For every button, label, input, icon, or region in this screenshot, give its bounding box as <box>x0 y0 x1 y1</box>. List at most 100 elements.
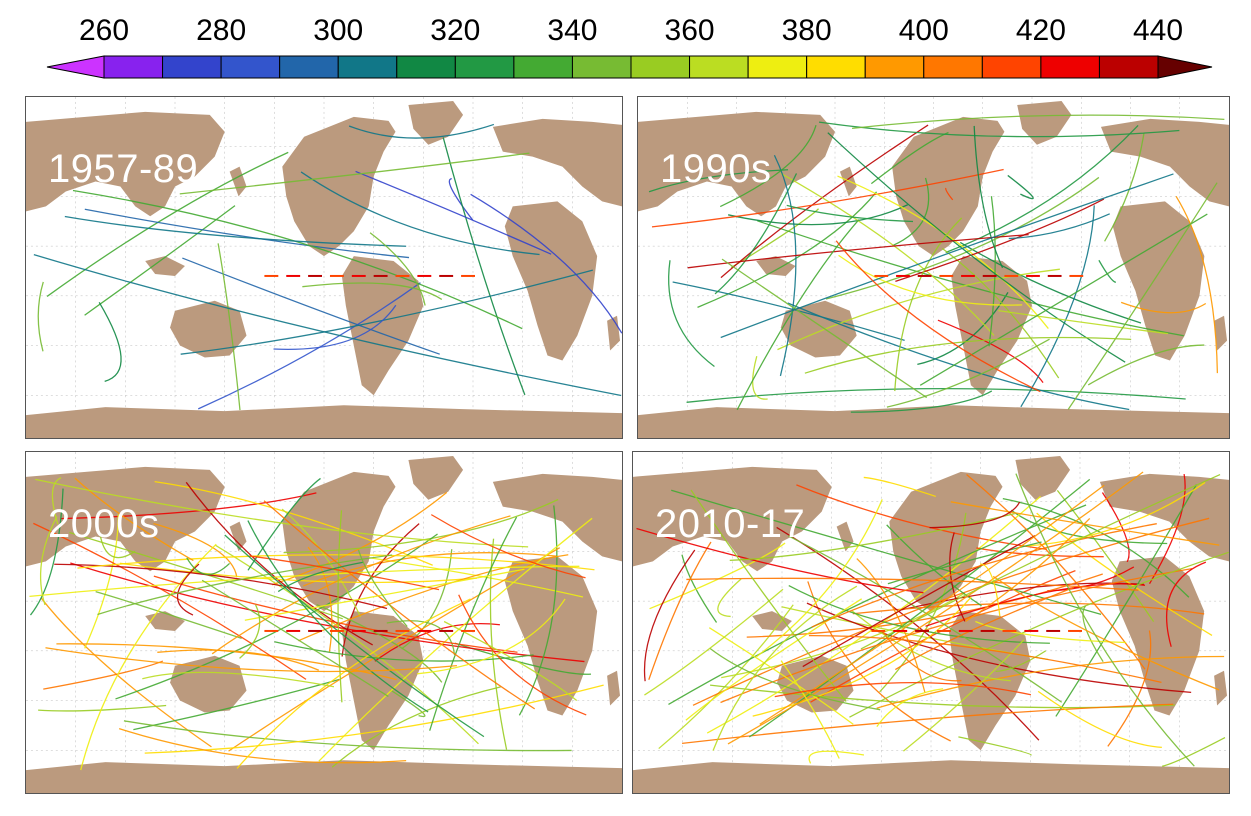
ship-track <box>727 204 908 226</box>
world-map <box>633 452 1229 793</box>
ship-track <box>808 750 865 764</box>
ship-track <box>119 562 477 584</box>
ship-track <box>1067 182 1218 410</box>
ship-track <box>709 647 881 711</box>
ship-track <box>448 177 474 221</box>
ship-track <box>182 257 440 355</box>
landmass <box>780 300 857 358</box>
landmass <box>777 655 854 713</box>
landmass <box>408 455 464 500</box>
colorbar-segment <box>747 55 808 79</box>
ship-track <box>142 671 335 688</box>
ship-track <box>341 523 420 657</box>
colorbar-segment <box>337 55 398 79</box>
ship-track <box>811 523 1157 628</box>
landmass <box>26 466 225 572</box>
ship-track <box>708 627 854 725</box>
ship-track <box>274 641 534 662</box>
ship-track <box>648 169 789 193</box>
ship-track <box>33 254 622 397</box>
ship-track <box>995 650 1047 673</box>
map-panel-2010-17: 2010-17 <box>632 451 1230 794</box>
ship-track <box>860 473 1221 650</box>
colorbar-segment <box>396 55 456 79</box>
landmass <box>170 655 247 713</box>
ship-track <box>283 498 559 554</box>
ship-track <box>806 602 1192 694</box>
ship-track <box>644 588 784 696</box>
landmass <box>492 118 622 207</box>
ship-track <box>882 631 962 682</box>
ship-track <box>1107 630 1152 747</box>
ship-track <box>810 570 1076 703</box>
ship-track <box>1104 132 1145 242</box>
ship-track <box>123 720 572 752</box>
ship-track <box>1008 213 1110 240</box>
landmass <box>1015 455 1071 500</box>
ship-track <box>348 123 495 139</box>
landmass <box>839 166 857 197</box>
ship-track <box>759 484 1105 725</box>
landmass <box>756 256 796 276</box>
ship-track <box>302 282 443 300</box>
colorbar-segment <box>162 55 222 79</box>
ship-track <box>720 567 1193 704</box>
colorbar-arrow-low <box>46 55 105 79</box>
world-map <box>26 97 622 438</box>
ship-track <box>185 481 373 646</box>
ship-track <box>247 477 321 571</box>
colorbar-tick-label: 380 <box>781 14 832 47</box>
ship-track <box>273 304 397 351</box>
world-map <box>638 97 1229 438</box>
landmass <box>1100 118 1229 207</box>
ship-track <box>1015 473 1195 767</box>
ship-track <box>1056 489 1155 622</box>
colorbar-tick-label: 420 <box>1015 14 1066 47</box>
color-scale-bar: 260 280 300 320 340 360 380 400 420 440 <box>0 0 1251 92</box>
ship-track <box>648 541 712 680</box>
ship-track <box>180 269 593 355</box>
ship-track <box>973 125 1004 269</box>
ship-track <box>1055 484 1198 717</box>
ship-track <box>802 534 1036 668</box>
landmass <box>836 521 854 552</box>
ship-track <box>727 471 1144 745</box>
ship-track <box>780 660 840 759</box>
ship-track <box>1007 174 1034 200</box>
ship-track <box>263 500 536 710</box>
ship-track <box>98 301 122 382</box>
ship-track <box>401 549 453 650</box>
ship-track <box>98 531 136 559</box>
ship-track <box>1101 492 1130 563</box>
ship-track <box>636 527 924 594</box>
ship-track <box>945 124 1139 254</box>
ship-track <box>417 598 566 675</box>
ship-track <box>144 684 604 754</box>
ship-track <box>757 220 1184 337</box>
ship-track <box>687 233 1029 269</box>
ship-track <box>197 282 421 410</box>
ship-track <box>179 152 530 195</box>
ship-track <box>458 594 587 716</box>
ship-track <box>518 505 558 716</box>
colorbar-segment <box>864 55 925 79</box>
landmass <box>26 405 622 438</box>
ship-track <box>975 620 1127 644</box>
ship-track <box>886 338 1050 408</box>
colorbar-segment <box>454 55 515 79</box>
ship-track <box>1098 259 1117 283</box>
ship-track <box>992 575 1220 691</box>
ship-track <box>307 546 333 652</box>
ship-track <box>712 585 858 751</box>
ship-track <box>35 478 529 548</box>
ship-track <box>1037 690 1162 749</box>
ship-track <box>849 551 1229 718</box>
ship-track <box>40 597 212 748</box>
ship-track <box>37 281 44 352</box>
ship-track <box>668 260 715 368</box>
ship-track <box>1020 205 1095 408</box>
colorbar-tick-label: 280 <box>196 14 247 47</box>
colorbar-tick-label: 340 <box>547 14 598 47</box>
ship-track <box>80 543 217 771</box>
colorbar-segment <box>689 55 749 79</box>
